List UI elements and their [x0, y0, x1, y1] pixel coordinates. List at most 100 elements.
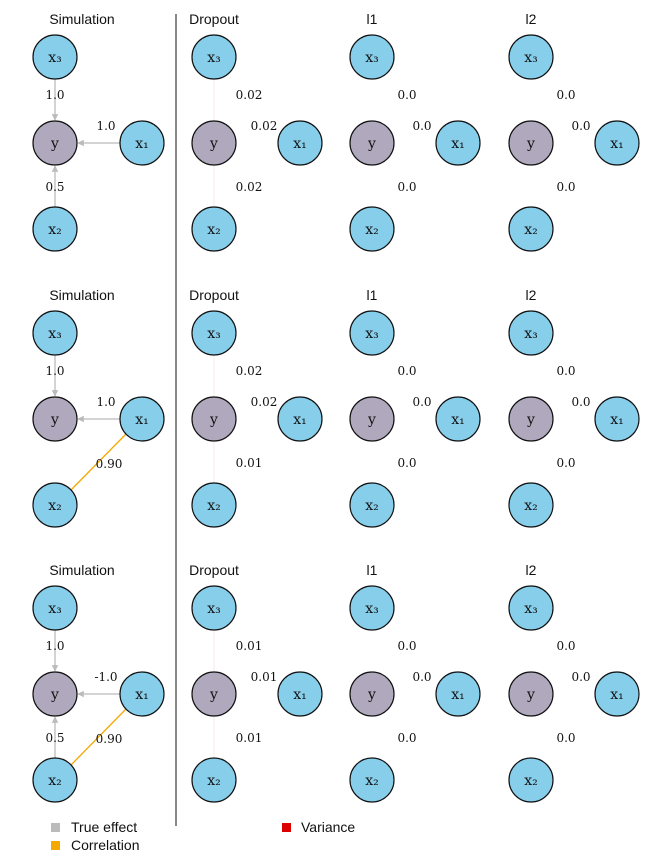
node-x3-label: x₃ [365, 326, 379, 342]
node-x1: x₁ [435, 120, 481, 166]
node-x3-circle [349, 34, 395, 80]
node-x1: x₁ [435, 396, 481, 442]
node-x1: x₁ [119, 671, 165, 717]
node-x1-label: x₁ [451, 136, 465, 152]
correlation-label-x1-x2: 0.90 [96, 732, 123, 746]
effect-label-x3: 1.0 [45, 364, 64, 378]
node-x3-label: x₃ [48, 326, 62, 342]
legend-swatch-correlation [51, 841, 60, 850]
effect-label-x1: 1.0 [96, 395, 115, 409]
legend-label-variance: Variance [301, 819, 355, 835]
node-x3-label: x₃ [524, 601, 538, 617]
estimate-label-x2: 0.0 [397, 731, 416, 745]
node-x2: x₂ [191, 757, 237, 803]
panel-title: Simulation [49, 562, 114, 578]
estimate-label-x1: 0.0 [412, 395, 431, 409]
node-x3: x₃ [349, 585, 395, 631]
node-x3-label: x₃ [207, 601, 221, 617]
panel-title: l1 [367, 562, 378, 578]
node-x1-label: x₁ [610, 136, 624, 152]
node-x1-label: x₁ [451, 412, 465, 428]
node-x1-circle [119, 396, 165, 442]
correlation-edge-x1-x2 [70, 708, 127, 766]
node-y-label: y [50, 136, 59, 152]
node-y: y [508, 120, 554, 166]
panel-title: Simulation [49, 11, 114, 27]
node-y-circle [508, 396, 554, 442]
node-y-label: y [367, 136, 376, 152]
node-x1: x₁ [119, 396, 165, 442]
correlation-label-x1-x2: 0.90 [96, 457, 123, 471]
panel-dropout: Dropout 0.02 0.02 0.01 x₃ y x₁ x₂ [189, 287, 323, 528]
node-y-circle [32, 396, 78, 442]
estimate-label-x2: 0.0 [556, 731, 575, 745]
node-x1-label: x₁ [135, 136, 149, 152]
panel-title: Dropout [189, 287, 239, 303]
panel-title: l2 [526, 562, 537, 578]
node-x2: x₂ [349, 206, 395, 252]
node-x2-label: x₂ [524, 498, 538, 514]
node-x3-circle [32, 34, 78, 80]
legend-item-variance: Variance [282, 819, 355, 835]
node-x1-circle [594, 396, 640, 442]
node-x3: x₃ [349, 34, 395, 80]
estimate-label-x3: 0.0 [397, 639, 416, 653]
node-x2-label: x₂ [524, 773, 538, 789]
node-y: y [32, 120, 78, 166]
estimate-label-x2: 0.01 [236, 456, 263, 470]
node-x3: x₃ [191, 34, 237, 80]
node-x1: x₁ [594, 671, 640, 717]
panel-title: Dropout [189, 562, 239, 578]
estimate-label-x2: 0.0 [397, 456, 416, 470]
node-x1: x₁ [594, 120, 640, 166]
node-x1: x₁ [277, 671, 323, 717]
node-y-label: y [526, 412, 535, 428]
node-x2: x₂ [349, 757, 395, 803]
panel-title: Dropout [189, 11, 239, 27]
panel-title: l2 [526, 287, 537, 303]
node-y-label: y [526, 687, 535, 703]
node-x3: x₃ [191, 310, 237, 356]
panel-title: l1 [367, 287, 378, 303]
effect-label-x1: -1.0 [94, 670, 117, 684]
panel-simulation: Simulation 1.0 1.0 0.5 x₃ y x₁ x₂ [32, 11, 165, 252]
estimate-label-x3: 0.0 [397, 364, 416, 378]
node-x3-label: x₃ [48, 601, 62, 617]
node-y-circle [32, 671, 78, 717]
node-x3: x₃ [508, 585, 554, 631]
estimate-label-x2: 0.02 [236, 180, 263, 194]
node-x3: x₃ [32, 585, 78, 631]
node-x2-circle [349, 757, 395, 803]
estimate-label-x1: 0.02 [251, 119, 278, 133]
node-x1: x₁ [277, 120, 323, 166]
node-x1-label: x₁ [293, 687, 307, 703]
node-x1-label: x₁ [135, 412, 149, 428]
estimate-label-x2: 0.0 [397, 180, 416, 194]
node-y: y [349, 671, 395, 717]
node-x2-label: x₂ [207, 773, 221, 789]
legend-item-correlation: Correlation [51, 837, 139, 853]
node-x3: x₃ [349, 310, 395, 356]
node-x3-circle [32, 585, 78, 631]
node-x2: x₂ [349, 482, 395, 528]
effect-label-x3: 1.0 [45, 639, 64, 653]
estimate-label-x3: 0.0 [397, 88, 416, 102]
node-x2: x₂ [508, 206, 554, 252]
node-x1-circle [435, 120, 481, 166]
node-x1-circle [594, 671, 640, 717]
node-x3-circle [508, 310, 554, 356]
node-x1-label: x₁ [610, 687, 624, 703]
node-x3: x₃ [508, 310, 554, 356]
node-x3-label: x₃ [207, 326, 221, 342]
effect-label-x1: 1.0 [96, 119, 115, 133]
panel-dropout: Dropout 0.01 0.01 0.01 x₃ y x₁ x₂ [189, 562, 323, 803]
node-y-label: y [50, 412, 59, 428]
panel-l2: l2 0.0 0.0 0.0 x₃ y x₁ x₂ [508, 11, 640, 252]
effect-label-x3: 1.0 [45, 88, 64, 102]
diagram-row-2: Simulation 0.90 1.0 1.0 x₃ y x₁ x₂ Dropout 0.02 0.… [32, 287, 640, 528]
node-x3: x₃ [191, 585, 237, 631]
node-x2-circle [349, 482, 395, 528]
estimate-label-x2: 0.01 [236, 731, 263, 745]
node-x2-label: x₂ [207, 498, 221, 514]
